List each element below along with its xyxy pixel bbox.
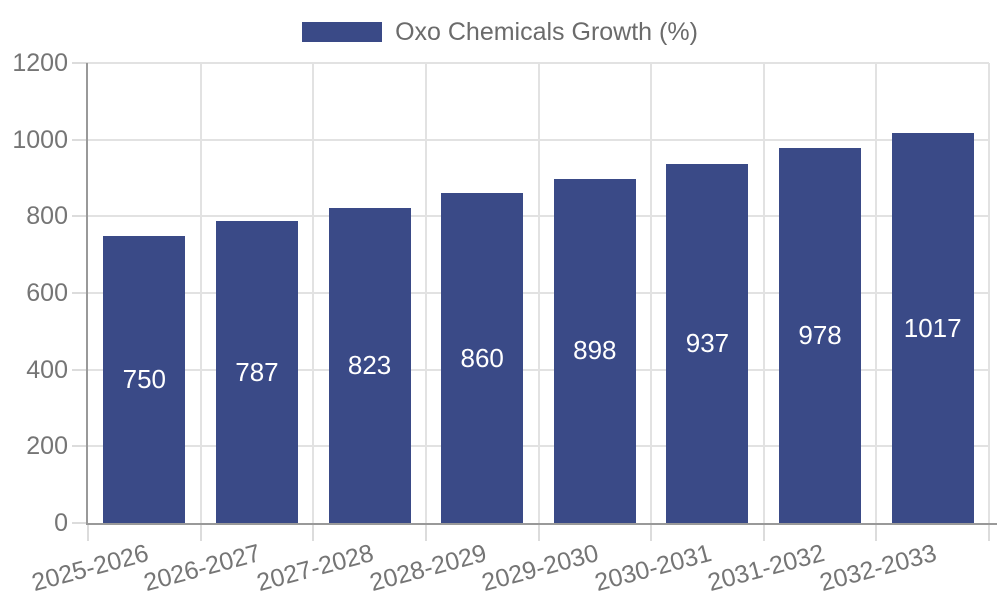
bar-value-label: 1017 xyxy=(903,312,962,343)
x-axis-tick-label: 2030-2031 xyxy=(591,539,715,598)
bar-2032-2033[interactable]: 1017 xyxy=(891,133,974,523)
bar-2030-2031[interactable]: 937 xyxy=(666,163,749,523)
y-axis-tick xyxy=(72,138,88,141)
x-axis-line xyxy=(86,523,997,525)
legend-swatch xyxy=(302,22,383,42)
x-axis-tick xyxy=(875,525,878,541)
x-axis-tick xyxy=(762,525,765,541)
y-axis-tick-label: 400 xyxy=(26,355,68,384)
gridline-vertical xyxy=(988,63,990,523)
bar-value-label: 937 xyxy=(685,327,730,358)
x-axis-tick xyxy=(199,525,202,541)
y-axis-tick xyxy=(72,445,88,448)
gridline-vertical xyxy=(424,63,427,523)
bar-2031-2032[interactable]: 978 xyxy=(779,148,862,523)
y-axis-tick xyxy=(72,522,88,524)
x-axis-tick xyxy=(424,525,427,541)
y-axis-tick-label: 1000 xyxy=(12,125,68,154)
x-axis-tick-label: 2026-2027 xyxy=(141,539,264,598)
legend-item[interactable]: Oxo Chemicals Growth (%) xyxy=(0,17,1000,47)
y-axis-tick xyxy=(72,62,88,64)
bar-2029-2030[interactable]: 898 xyxy=(553,178,636,523)
gridline-vertical xyxy=(199,63,202,523)
x-axis-tick xyxy=(312,525,315,541)
y-axis-tick-label: 800 xyxy=(26,202,68,231)
y-axis-tick-label: 0 xyxy=(54,509,68,537)
y-axis-tick-label: 200 xyxy=(26,432,68,461)
bar-value-label: 787 xyxy=(235,356,279,387)
bar-2027-2028[interactable]: 823 xyxy=(328,207,411,523)
bar-value-label: 823 xyxy=(347,349,392,380)
gridline-vertical xyxy=(875,63,878,523)
y-axis-tick xyxy=(72,215,88,218)
x-axis-tick-label: 2027-2028 xyxy=(253,539,377,598)
x-axis-tick-label: 2025-2026 xyxy=(28,539,152,598)
x-axis-tick-label: 2028-2029 xyxy=(366,539,490,598)
y-axis-tick xyxy=(72,368,88,371)
y-axis-line xyxy=(86,63,88,525)
gridline-vertical xyxy=(537,63,540,523)
bar-value-label: 898 xyxy=(573,335,617,366)
x-axis-tick-label: 2032-2033 xyxy=(816,539,940,598)
bar-2028-2029[interactable]: 860 xyxy=(441,193,524,523)
x-axis-tick-label: 2031-2032 xyxy=(704,539,828,598)
bar-value-label: 860 xyxy=(460,342,504,373)
x-axis-tick xyxy=(650,525,653,541)
y-axis-tick-label: 600 xyxy=(26,279,68,307)
bar-value-label: 750 xyxy=(122,363,166,394)
y-axis-tick xyxy=(72,292,88,294)
x-axis-tick xyxy=(988,525,990,541)
x-axis-tick xyxy=(537,525,540,541)
gridline-vertical xyxy=(762,63,765,523)
legend-label: Oxo Chemicals Growth (%) xyxy=(395,18,698,46)
bar-value-label: 978 xyxy=(798,320,842,351)
gridline-vertical xyxy=(312,63,315,523)
x-axis-tick xyxy=(87,525,89,541)
y-axis-tick-label: 1200 xyxy=(12,49,68,77)
gridline-vertical xyxy=(650,63,653,523)
x-axis-tick-label: 2029-2030 xyxy=(479,539,602,598)
bar-2026-2027[interactable]: 787 xyxy=(215,221,298,523)
bar-2025-2026[interactable]: 750 xyxy=(103,235,186,523)
